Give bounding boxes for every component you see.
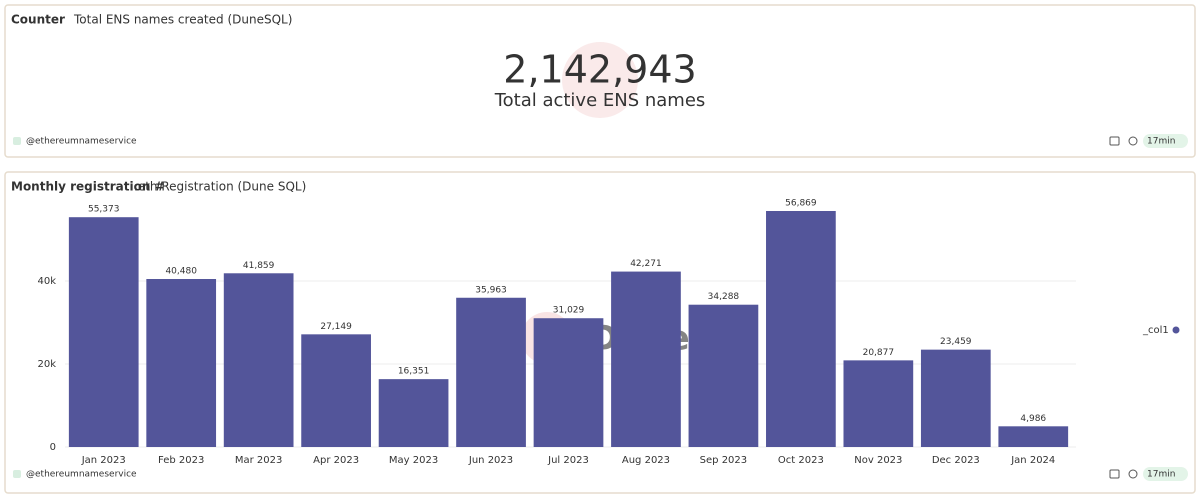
data-label: 23,459 (940, 337, 972, 347)
data-label: 20,877 (863, 348, 895, 358)
author: @ethereumnameservice (26, 137, 137, 147)
y-tick-label: 40k (37, 276, 56, 287)
x-tick-label: Oct 2023 (778, 455, 824, 466)
bar (766, 210, 836, 447)
x-tick-label: Sep 2023 (700, 455, 747, 466)
counter-value: 2,142,943 (503, 48, 696, 92)
data-label: 35,963 (475, 285, 507, 295)
bar (920, 349, 991, 447)
panel-kind: Counter (11, 13, 65, 27)
legend-label: _col1 (1142, 325, 1169, 336)
legend-swatch (1172, 326, 1180, 334)
x-tick-label: Feb 2023 (158, 455, 204, 466)
refresh-badge (1143, 134, 1188, 148)
screenshot-icon[interactable] (1109, 136, 1120, 146)
author: @ethereumnameservice (26, 470, 137, 480)
data-label: 55,373 (88, 205, 120, 215)
bar (998, 426, 1069, 447)
data-label: 42,271 (630, 259, 662, 269)
data-label: 56,869 (785, 198, 817, 208)
bar (843, 360, 914, 447)
panel-title: Total ENS names created (DuneSQL) (73, 13, 292, 27)
bar (146, 279, 217, 447)
panel-kind: Monthly registration # (11, 180, 165, 194)
x-tick-label: Mar 2023 (235, 455, 283, 466)
refresh-badge (1143, 467, 1188, 481)
bar (611, 271, 681, 447)
data-label: 27,149 (320, 322, 352, 332)
screenshot-icon[interactable] (1109, 469, 1120, 479)
bar (456, 297, 526, 447)
x-tick-label: May 2023 (389, 455, 438, 466)
x-tick-label: Jan 2023 (81, 455, 126, 466)
refresh-time: 17min (1147, 137, 1175, 147)
bar (378, 379, 449, 447)
y-tick-label: 20k (37, 359, 56, 370)
logo-watermark (562, 42, 638, 118)
chart-title: .eth Registration (Dune SQL) (134, 180, 306, 194)
data-label: 40,480 (165, 267, 197, 277)
data-label: 34,288 (708, 292, 740, 302)
data-label: 41,859 (243, 261, 275, 271)
x-tick-label: Apr 2023 (313, 455, 359, 466)
x-tick-label: Jun 2023 (468, 455, 513, 466)
x-tick-label: Dec 2023 (932, 455, 980, 466)
x-tick-label: Nov 2023 (854, 455, 902, 466)
bar (301, 334, 371, 447)
data-label: 31,029 (553, 306, 585, 316)
bar (533, 318, 604, 447)
y-tick-label: 0 (50, 442, 56, 453)
bar (688, 304, 759, 447)
refresh-icon[interactable] (1128, 136, 1138, 146)
x-tick-label: Jan 2024 (1010, 455, 1055, 466)
avatar (13, 137, 21, 145)
x-tick-label: Aug 2023 (622, 455, 670, 466)
data-label: 16,351 (398, 367, 430, 377)
x-tick-label: Jul 2023 (547, 455, 589, 466)
bar (223, 273, 294, 447)
counter-subtitle: Total active ENS names (494, 90, 706, 111)
refresh-time: 17min (1147, 470, 1175, 480)
data-label: 4,986 (1020, 414, 1046, 424)
bar (68, 217, 139, 447)
refresh-icon[interactable] (1128, 469, 1138, 479)
avatar (13, 470, 21, 478)
